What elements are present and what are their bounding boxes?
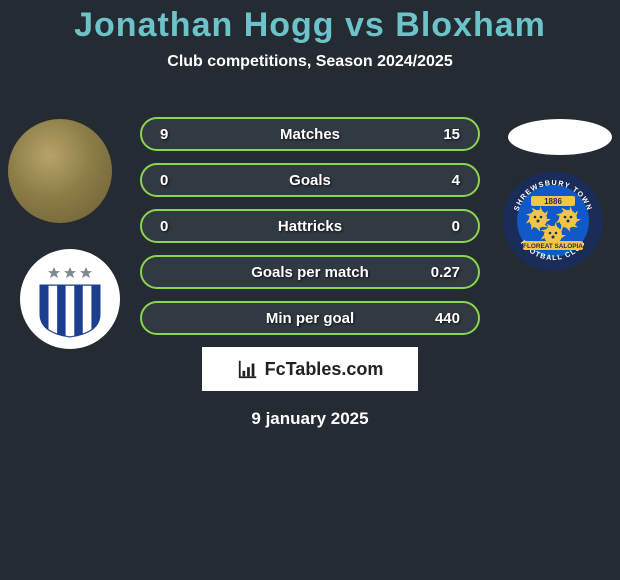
bar-chart-icon (237, 358, 259, 380)
club1-badge (20, 249, 120, 349)
club1-badge-svg (30, 259, 110, 339)
fctables-logo: FcTables.com (202, 347, 418, 391)
stat-label: Hattricks (142, 218, 478, 235)
stat-row: 0Hattricks0 (140, 209, 480, 243)
player1-avatar (8, 119, 112, 223)
stat-label: Matches (142, 126, 478, 143)
page-title: Jonathan Hogg vs Bloxham (0, 0, 620, 45)
stats-table: 9Matches15 0Goals4 0Hattricks0 Goals per ma… (140, 99, 480, 335)
player2-photo-placeholder (508, 119, 612, 155)
stat-row: 9Matches15 (140, 117, 480, 151)
player1-photo-placeholder (8, 119, 112, 223)
stat-row: Goals per match0.27 (140, 255, 480, 289)
club2-badge-svg: SHREWSBURY TOWN FOOTBALL CLUB 1886 FLORE… (501, 169, 605, 273)
player2-avatar (508, 119, 612, 155)
fctables-logo-text: FcTables.com (265, 359, 384, 380)
svg-text:FLOREAT SALOPIA: FLOREAT SALOPIA (523, 243, 583, 250)
stat-label: Goals (142, 172, 478, 189)
svg-text:1886: 1886 (544, 197, 562, 206)
stat-row: Min per goal440 (140, 301, 480, 335)
content-area: SHREWSBURY TOWN FOOTBALL CLUB 1886 FLORE… (0, 99, 620, 335)
stat-label: Min per goal (142, 310, 478, 327)
stat-label: Goals per match (142, 264, 478, 281)
subtitle: Club competitions, Season 2024/2025 (0, 53, 620, 71)
stat-row: 0Goals4 (140, 163, 480, 197)
date-label: 9 january 2025 (0, 409, 620, 429)
club2-badge: SHREWSBURY TOWN FOOTBALL CLUB 1886 FLORE… (501, 169, 605, 273)
